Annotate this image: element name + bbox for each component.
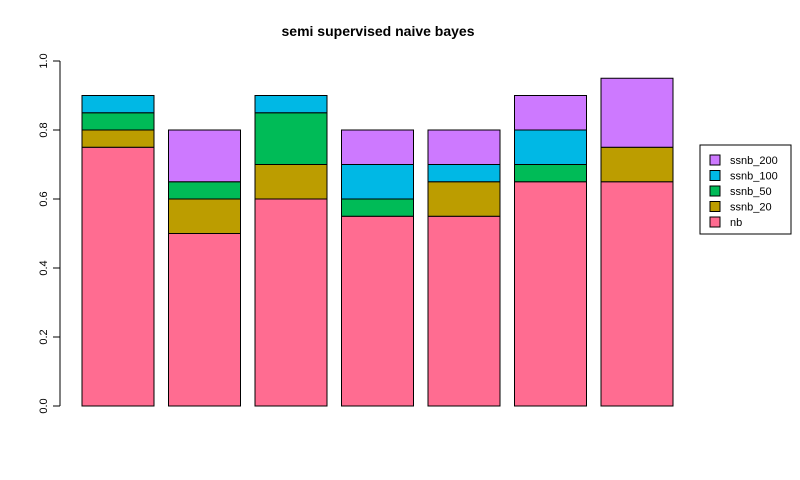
bar-segment-ssnb_200: [514, 95, 587, 131]
bar-segment-ssnb_20: [600, 146, 674, 183]
y-tick-label: 0.8: [38, 122, 50, 137]
bar-segment-ssnb_200: [168, 129, 241, 183]
y-tick-label: 0.0: [38, 398, 50, 413]
bar-segment-nb: [81, 146, 155, 407]
bar-segment-ssnb_100: [514, 129, 587, 165]
legend-label-ssnb_100: ssnb_100: [730, 171, 778, 183]
bar-segment-ssnb_20: [168, 198, 241, 234]
bar-segment-ssnb_100: [341, 164, 414, 200]
bar-segment-nb: [168, 233, 241, 407]
bar-segment-ssnb_20: [427, 181, 501, 217]
y-tick-label: 0.6: [38, 191, 50, 206]
bar-segment-ssnb_100: [427, 164, 501, 183]
bar-segment-ssnb_100: [81, 95, 155, 114]
bar-segment-ssnb_50: [341, 198, 414, 217]
bar-segment-ssnb_50: [514, 164, 587, 183]
legend-swatch-ssnb_50: [709, 185, 721, 197]
y-tick-label: 1.0: [38, 53, 50, 68]
bar-segment-ssnb_200: [600, 77, 674, 148]
chart-title: semi supervised naive bayes: [282, 23, 475, 39]
bar-segment-ssnb_50: [254, 112, 328, 165]
bar-segment-nb: [341, 215, 414, 407]
bar-segment-ssnb_200: [427, 129, 501, 165]
legend-label-ssnb_200: ssnb_200: [730, 155, 778, 167]
legend-swatch-ssnb_20: [709, 201, 721, 212]
legend-label-ssnb_50: ssnb_50: [730, 186, 772, 198]
bar-segment-ssnb_50: [81, 112, 155, 131]
legend-swatch-ssnb_100: [709, 170, 721, 181]
bar-segment-ssnb_20: [254, 164, 328, 200]
bar-segment-ssnb_20: [81, 129, 155, 148]
bar-segment-ssnb_50: [168, 181, 241, 200]
bar-segment-nb: [254, 198, 328, 407]
legend-swatch-ssnb_200: [709, 154, 721, 166]
bar-segment-ssnb_100: [254, 95, 328, 114]
y-tick-label: 0.2: [38, 329, 50, 344]
legend-swatch-nb: [709, 216, 721, 228]
bar-segment-nb: [427, 215, 501, 407]
legend-label-nb: nb: [730, 217, 742, 229]
bar-segment-nb: [514, 181, 587, 407]
y-tick-label: 0.4: [38, 260, 50, 275]
bars: [81, 77, 674, 407]
legend-label-ssnb_20: ssnb_20: [730, 202, 772, 214]
bar-segment-ssnb_200: [341, 129, 414, 165]
y-axis: 0.0 0.2 0.4 0.6 0.8 1.0: [38, 53, 61, 414]
bar-segment-nb: [600, 181, 674, 407]
